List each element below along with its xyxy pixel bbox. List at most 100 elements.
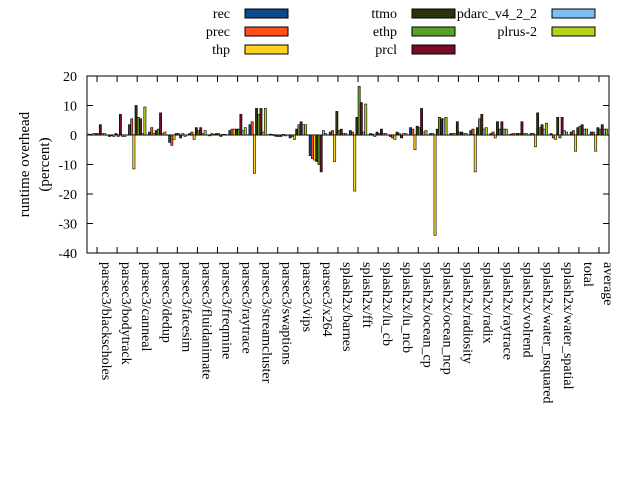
bar-rec-parsec3-dedup — [148, 131, 151, 136]
legend-swatch — [244, 26, 289, 37]
bar-ttmo-parsec3-swaptions — [275, 134, 279, 137]
bar-ttmo-parsec3-streamcluster — [255, 108, 258, 136]
bar-pdarc_v4_2_2-parsec3-fluidanimate — [201, 133, 205, 136]
bar-ttmo-parsec3-dedup — [154, 130, 158, 136]
bar-prcl-parsec3-freqmine — [219, 134, 223, 137]
bar-plrus-2-splash2x-radix — [484, 127, 488, 136]
bar-rec-splash2x-fft — [348, 130, 352, 136]
bar-ethp-splash2x-fft — [357, 86, 361, 136]
bar-plrus-2-parsec3-swaptions — [284, 134, 287, 137]
bar-thp-splash2x-ocean-ncp — [433, 134, 437, 236]
bar-pdarc_v4_2_2-splash2x-lu-cb — [382, 133, 386, 136]
bar-pdarc_v4_2_2-splash2x-ocean-ncp — [442, 118, 446, 136]
bar-ttmo-splash2x-raytrace — [496, 121, 499, 136]
x-tick-label: splash2x/raytrace — [500, 262, 515, 360]
legend-item-thp: thp — [212, 43, 289, 58]
bar-prec-parsec3-swaptions — [270, 134, 274, 136]
y-tick-label: -10 — [58, 159, 77, 174]
bar-prcl-parsec3-x264 — [319, 134, 323, 173]
bar-prcl-parsec3-bodytrack — [119, 114, 122, 136]
bar-ttmo-parsec3-freqmine — [215, 133, 218, 136]
bar-prcl-parsec3-vips — [299, 121, 303, 136]
bar-pdarc_v4_2_2-splash2x-radix — [482, 128, 486, 136]
x-tick-label: parsec3/blackscholes — [98, 262, 113, 380]
plot-frame — [86, 75, 610, 254]
x-tick-label: splash2x/water_spatial — [560, 262, 575, 390]
x-tick-label: splash2x/radiosity — [459, 262, 474, 364]
bar-plrus-2-splash2x-ocean-ncp — [444, 117, 448, 136]
bar-plrus-2-parsec3-facesim — [183, 134, 187, 137]
bar-ttmo-splash2x-radix — [475, 127, 479, 136]
x-tick-label: splash2x/lu_cb — [379, 262, 394, 346]
bar-thp-parsec3-raytrace — [232, 128, 236, 136]
y-tick-label: -30 — [58, 218, 77, 233]
bar-plrus-2-parsec3-canneal — [143, 106, 147, 136]
legend-swatch — [244, 44, 289, 55]
bar-prcl-splash2x-lu-cb — [380, 128, 383, 136]
bar-rec-parsec3-facesim — [168, 134, 172, 143]
bar-thp-average — [594, 134, 598, 152]
bar-rec-average — [589, 131, 593, 136]
bar-ttmo-parsec3-facesim — [174, 133, 178, 136]
bar-ethp-splash2x-radix — [478, 118, 482, 136]
bar-ethp-splash2x-radiosity — [458, 131, 461, 136]
bar-thp-parsec3-x264 — [313, 134, 316, 161]
bar-plrus-2-splash2x-barnes — [344, 133, 348, 136]
bar-ethp-total — [578, 125, 582, 136]
x-tick-labels: parsec3/blackscholes parsec3/bodytrack par… — [98, 262, 615, 404]
bar-prec-parsec3-canneal — [130, 118, 134, 136]
bar-pdarc_v4_2_2-parsec3-swaptions — [281, 134, 285, 136]
bar-prec-parsec3-freqmine — [210, 133, 214, 136]
bar-thp-parsec3-canneal — [132, 134, 136, 170]
bar-thp-splash2x-radix — [473, 134, 477, 173]
bar-pdarc_v4_2_2-parsec3-vips — [301, 124, 305, 136]
bar-plrus-2-splash2x-lu-ncb — [404, 133, 408, 136]
x-tick-label: total — [580, 262, 595, 287]
bar-prcl-parsec3-canneal — [139, 118, 142, 136]
bar-ethp-parsec3-canneal — [136, 117, 140, 136]
bar-ttmo-splash2x-lu-ncb — [395, 131, 399, 136]
bar-rec-parsec3-freqmine — [208, 134, 212, 137]
bar-plrus-2-splash2x-raytrace — [504, 128, 508, 136]
bar-rec-splash2x-water-spatial — [549, 133, 553, 136]
bar-ttmo-parsec3-canneal — [134, 105, 138, 136]
bar-thp-parsec3-fluidanimate — [192, 134, 196, 140]
bars — [87, 86, 609, 236]
bar-rec-splash2x-raytrace — [489, 133, 493, 136]
bar-prcl-splash2x-raytrace — [500, 121, 504, 136]
bar-ethp-splash2x-raytrace — [498, 128, 502, 136]
bar-ttmo-parsec3-blackscholes — [94, 133, 98, 136]
bar-ttmo-splash2x-water-spatial — [556, 117, 560, 136]
bar-plrus-2-parsec3-freqmine — [223, 134, 227, 136]
bar-prcl-average — [600, 124, 604, 136]
bar-prcl-splash2x-lu-ncb — [400, 134, 403, 139]
bar-prcl-splash2x-ocean-cp — [420, 108, 423, 136]
bar-ethp-parsec3-streamcluster — [257, 114, 261, 136]
bar-prcl-splash2x-water-nsquared — [540, 124, 544, 136]
bar-prec-splash2x-water-nsquared — [531, 133, 535, 136]
legend-item-rec: rec — [213, 7, 289, 22]
legend-label: thp — [212, 43, 230, 58]
bar-prec-splash2x-ocean-cp — [411, 128, 415, 136]
x-tick-label: parsec3/x264 — [319, 262, 334, 337]
bar-prec-splash2x-fft — [351, 131, 354, 136]
bar-rec-parsec3-canneal — [128, 124, 131, 136]
legend-label: prcl — [375, 43, 397, 58]
legend-label: rec — [213, 7, 230, 22]
bar-plrus-2-parsec3-bodytrack — [123, 134, 127, 137]
bar-thp-parsec3-blackscholes — [92, 133, 96, 136]
bar-prec-splash2x-lu-cb — [371, 133, 375, 136]
bar-ttmo-splash2x-radiosity — [455, 121, 459, 136]
bar-pdarc_v4_2_2-splash2x-volrend — [522, 133, 526, 136]
bar-ethp-parsec3-freqmine — [217, 133, 221, 136]
bar-ttmo-splash2x-lu-cb — [375, 131, 379, 136]
bar-prec-splash2x-radiosity — [451, 133, 455, 136]
bar-pdarc_v4_2_2-total — [582, 128, 586, 136]
bar-rec-splash2x-radix — [469, 130, 473, 136]
bar-prec-splash2x-radix — [471, 128, 475, 136]
x-tick-label: parsec3/raytrace — [239, 262, 254, 354]
bar-rec-splash2x-water-nsquared — [529, 133, 533, 136]
bar-plrus-2-parsec3-streamcluster — [263, 108, 267, 136]
bar-thp-parsec3-streamcluster — [252, 134, 256, 174]
